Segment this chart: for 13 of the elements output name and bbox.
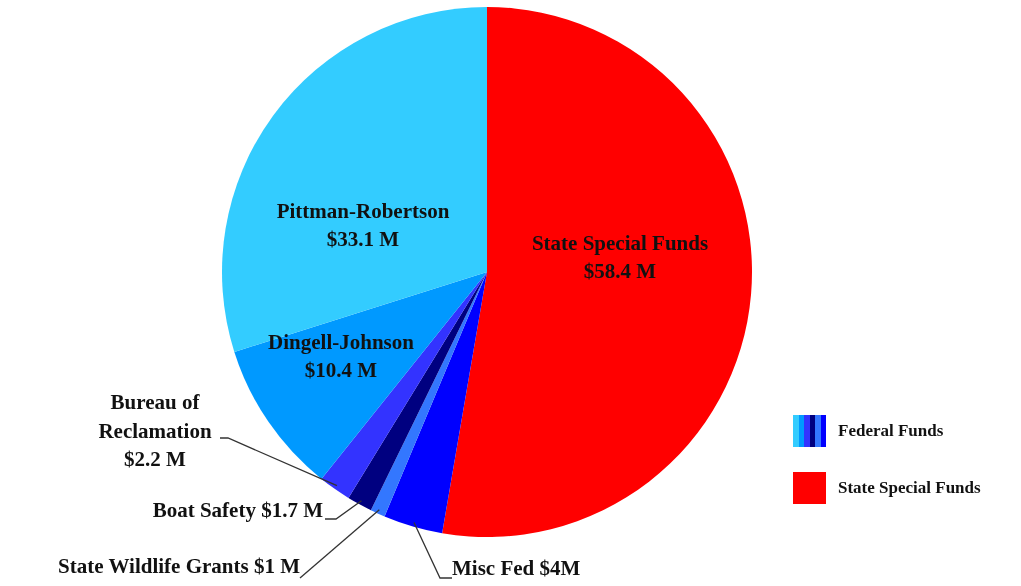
data-label: $58.4 M: [583, 259, 657, 284]
slice-label: Boat Safety $1.7 M: [152, 498, 324, 523]
slice-label: Misc Fed $4M: [452, 556, 581, 581]
slice-label: State Wildlife Grants $1 M: [58, 554, 301, 579]
slice-label: State Special Funds: [531, 231, 709, 256]
text: State Special Funds: [838, 478, 981, 498]
data-label: $10.4 M: [304, 358, 378, 383]
data-label: $33.1 M: [326, 227, 400, 252]
data-label: $2.2 M: [124, 447, 187, 472]
slice-label: Dingell-Johnson: [268, 330, 415, 355]
slice-label: Bureau of Reclamation: [98, 390, 212, 443]
text: Federal Funds: [838, 421, 944, 441]
slice-label: Pittman-Robertson: [276, 199, 450, 224]
